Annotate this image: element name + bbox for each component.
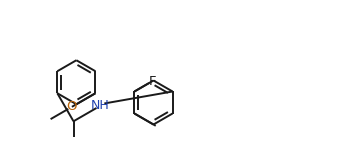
Text: F: F	[148, 75, 156, 88]
Text: O: O	[67, 100, 77, 113]
Text: NH: NH	[91, 99, 110, 112]
